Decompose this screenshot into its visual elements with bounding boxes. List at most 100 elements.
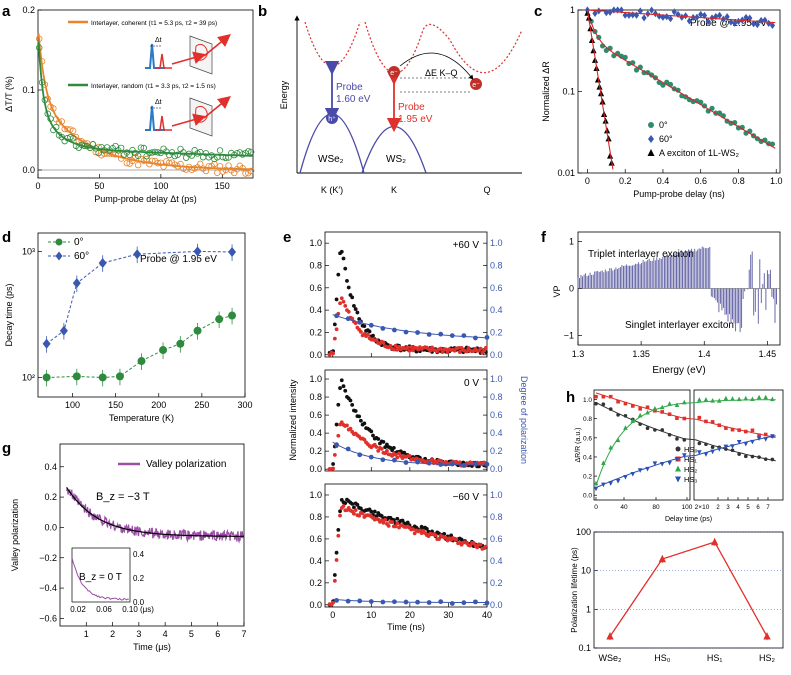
left-tick-label-e: 0.4 <box>309 556 322 566</box>
probe1-value: 1.60 eV <box>336 94 371 105</box>
data-point-c-1 <box>641 14 647 22</box>
intensity-point-black <box>353 307 358 311</box>
inset-y-tick-g: 0.4 <box>133 550 145 559</box>
x-tick-label-h-left: 40 <box>620 504 628 511</box>
x-tick-label-g: 4 <box>163 629 168 639</box>
y-tick-label-f: 0 <box>569 284 574 294</box>
data-point-d-1 <box>98 257 107 268</box>
intensity-point-red <box>374 338 379 343</box>
x-tick-label-g: 1 <box>84 629 89 639</box>
x-axis-label-a: Pump-probe delay Δt (ps) <box>94 194 197 204</box>
dop-point <box>415 599 420 605</box>
data-point-h-3 <box>703 452 709 457</box>
x-tick-label-c: 0 <box>585 176 590 186</box>
data-point-h-0 <box>697 441 702 446</box>
intensity-point-black <box>405 520 410 525</box>
energy-axis-label: Energy <box>279 80 289 109</box>
x-axis-label-c: Pump-probe delay (ns) <box>633 189 725 199</box>
data-point-c-1 <box>683 12 689 20</box>
beam-out-0 <box>203 33 231 57</box>
intensity-point-red <box>346 309 351 314</box>
sample-plane-0 <box>189 35 213 75</box>
data-point-h-1 <box>594 394 598 399</box>
intensity-point-red <box>334 327 339 332</box>
data-point-d-0 <box>72 372 81 381</box>
intensity-point-red <box>341 299 346 304</box>
probe2-value: 1.95 eV <box>398 114 433 125</box>
data-point-c-1 <box>698 10 704 19</box>
intensity-point-red <box>456 346 460 350</box>
intensity-point-black <box>355 310 360 315</box>
left-tick-label-e: 0.4 <box>309 428 322 438</box>
intensity-point-black <box>338 509 342 514</box>
panel-e: 0.0 0.2 0.4 0.6 0.8 1.0 0.0 0.2 0.4 0.6 0.8 1.0 +60 … <box>288 231 529 632</box>
data-point-c-1 <box>675 10 681 19</box>
x-tick-label-f: 1.45 <box>759 349 777 359</box>
intensity-point-red <box>353 508 358 513</box>
fit-line-c-2 <box>586 9 614 170</box>
data-point-a-1 <box>182 154 190 161</box>
intensity-point-red <box>332 578 337 583</box>
ws2-conduction-band <box>364 21 523 74</box>
data-point-a-1 <box>245 148 252 155</box>
legend-marker-c-0 <box>648 122 654 128</box>
data-point-a-0 <box>191 165 198 172</box>
data-point-h-1 <box>631 404 635 408</box>
right-tick-label-e: 0.0 <box>490 464 503 474</box>
left-tick-label-e: 0.6 <box>309 534 322 544</box>
data-point-a-1 <box>174 151 181 158</box>
y-axis-label-f: VP <box>552 285 562 297</box>
intensity-point-red <box>350 316 355 321</box>
dop-point <box>403 599 409 605</box>
y-tick-label-h: 0.0 <box>583 493 592 500</box>
intensity-point-red <box>365 332 370 337</box>
dop-point <box>345 446 351 452</box>
data-point-c-1 <box>754 21 760 29</box>
intensity-point-red <box>468 543 473 548</box>
data-point-a-1 <box>67 133 74 141</box>
data-point-h-2 <box>703 397 709 402</box>
data-point-h-2 <box>667 401 672 406</box>
sample-plane-1 <box>189 97 213 137</box>
data-point-a-1 <box>247 148 255 156</box>
y-tick-label-a: 0.1 <box>22 85 35 95</box>
x-tick-label-e: 40 <box>482 610 492 620</box>
wse2-label: WSe₂ <box>318 154 344 165</box>
data-point-c-1 <box>769 21 776 29</box>
data-point-c-1 <box>622 11 628 19</box>
left-tick-label-e: 0.2 <box>309 446 322 456</box>
plot-frame-d <box>37 232 246 398</box>
y-tick-label-f: −1 <box>564 331 574 341</box>
plot-frame-h-right <box>693 389 784 501</box>
panel-c: 0 0.2 0.4 0.6 0.8 1.0 0.01 0.1 1 Normalized ΔR Pum… <box>541 5 782 199</box>
data-point-d-0 <box>115 372 124 381</box>
delay-label-1: Δt <box>155 99 162 106</box>
y-tick-label-h: 0.4 <box>583 454 592 461</box>
intensity-point-red <box>345 423 349 428</box>
k-point-label-0: K (K′) <box>321 185 343 195</box>
dop-point <box>334 598 339 603</box>
intensity-point-black <box>345 278 349 283</box>
data-point-c-0 <box>709 105 715 111</box>
dop-point <box>357 319 363 325</box>
data-point-a-0 <box>242 170 249 177</box>
x-tick-label-a: 50 <box>94 181 104 191</box>
data-point-h-2 <box>763 394 769 400</box>
data-point-a-0 <box>64 125 71 133</box>
right-tick-label-e: 0.2 <box>490 578 503 588</box>
data-point-d-0 <box>228 311 237 320</box>
y-tick-label-h-bottom: 10 <box>581 566 591 576</box>
data-point-h-2 <box>697 397 702 402</box>
data-point-a-1 <box>137 144 145 151</box>
y-tick-label-h: 0.2 <box>583 474 592 481</box>
intensity-point-black <box>367 329 372 334</box>
x-tick-label-e: 30 <box>443 610 453 620</box>
right-tick-label-e: 1.0 <box>490 238 503 248</box>
intensity-point-red <box>331 600 335 605</box>
intensity-point-red <box>395 347 400 352</box>
fit-line-a-1 <box>37 41 253 157</box>
data-point-c-1 <box>750 20 757 28</box>
dop-point <box>345 316 351 322</box>
lifetime-line <box>609 541 768 637</box>
intensity-point-red <box>393 524 398 529</box>
